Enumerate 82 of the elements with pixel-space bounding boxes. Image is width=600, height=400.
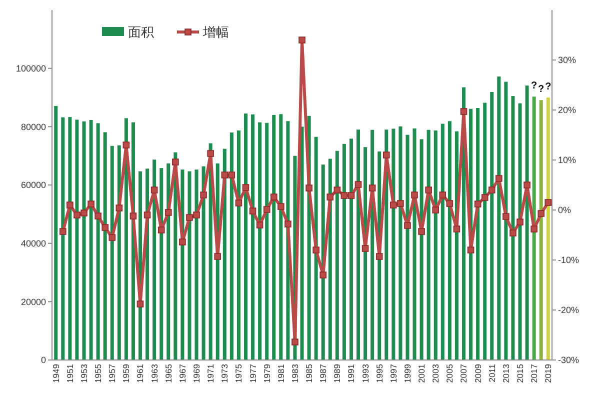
- bar: [412, 128, 416, 360]
- x-tick-label: 1969: [191, 364, 202, 383]
- x-tick-label: 1991: [346, 364, 356, 383]
- bar: [497, 76, 501, 360]
- x-tick-label: 1993: [360, 364, 370, 383]
- bar: [406, 134, 410, 360]
- y2-tick-label: 20%: [558, 105, 576, 116]
- x-tick-label: 1999: [402, 364, 412, 383]
- bar: [426, 130, 430, 360]
- y2-tick-label: -10%: [558, 255, 580, 266]
- bar: [546, 98, 550, 360]
- x-tick-label: 1995: [374, 364, 384, 383]
- y2-tick-label: -20%: [558, 305, 580, 316]
- bar: [525, 86, 529, 360]
- legend-label: 增幅: [202, 24, 229, 40]
- x-tick-label: 1951: [64, 364, 75, 383]
- bar: [504, 82, 508, 360]
- x-tick-label: 2017: [529, 364, 540, 383]
- x-tick-label: 2003: [430, 364, 441, 383]
- x-tick-label: 1967: [177, 364, 188, 383]
- x-tick-label: 1959: [121, 364, 132, 383]
- annotation: ?: [531, 80, 538, 92]
- x-tick-label: 1949: [50, 364, 61, 383]
- y2-tick-label: 30%: [558, 55, 576, 66]
- y2-tick-label: 0%: [558, 205, 572, 216]
- bar: [532, 96, 536, 360]
- x-tick-label: 1957: [107, 364, 118, 383]
- x-tick-label: 1977: [248, 364, 258, 383]
- x-tick-label: 1997: [388, 364, 398, 383]
- bar: [96, 123, 100, 360]
- bar: [518, 103, 522, 360]
- x-tick-label: 2009: [472, 364, 483, 383]
- x-tick-label: 2011: [486, 364, 497, 382]
- x-tick-label: 2005: [444, 364, 455, 383]
- y-tick-label: 60000: [20, 180, 46, 190]
- x-tick-label: 1963: [149, 364, 160, 383]
- bar: [68, 117, 72, 360]
- bar: [103, 132, 107, 360]
- y2-tick-label: -30%: [558, 355, 580, 366]
- y-tick-label: 40000: [20, 238, 46, 248]
- x-tick-label: 1987: [318, 364, 328, 383]
- bar: [420, 139, 424, 360]
- bar: [279, 114, 283, 360]
- x-tick-label: 1981: [276, 364, 286, 383]
- x-tick-label: 1975: [234, 364, 244, 383]
- x-tick-label: 2013: [500, 364, 511, 383]
- x-tick-label: 1983: [290, 364, 300, 383]
- x-tick-label: 2015: [514, 364, 525, 383]
- x-tick-label: 2001: [416, 364, 427, 383]
- x-tick-label: 2007: [458, 364, 469, 383]
- y-tick-label: 0: [40, 355, 46, 366]
- x-tick-label: 1955: [93, 364, 104, 383]
- y2-tick-label: 10%: [558, 155, 576, 166]
- y-tick-label: 20000: [20, 296, 46, 307]
- x-tick-label: 1979: [262, 364, 272, 383]
- bar: [392, 128, 396, 360]
- bar: [300, 126, 304, 360]
- bar: [194, 170, 198, 360]
- bar: [75, 120, 79, 360]
- annotation: ?: [545, 82, 552, 92]
- bar: [54, 106, 58, 360]
- legend-label: 面积: [128, 24, 154, 40]
- bar: [539, 100, 543, 360]
- y-tick-label: 100000: [16, 63, 46, 74]
- bar: [89, 120, 93, 360]
- x-tick-label: 1985: [304, 364, 314, 383]
- bar: [82, 121, 86, 360]
- x-tick-label: 1961: [135, 364, 146, 383]
- y-tick-label: 80000: [20, 122, 46, 132]
- x-tick-label: 1953: [78, 364, 89, 383]
- bar: [314, 136, 318, 360]
- annotation: ?: [538, 84, 544, 96]
- x-tick-label: 1965: [163, 364, 174, 383]
- x-tick-label: 2019: [543, 364, 554, 383]
- bar: [398, 126, 402, 360]
- x-tick-label: 1973: [220, 364, 230, 383]
- x-tick-label: 1971: [206, 364, 216, 383]
- x-tick-label: 1989: [332, 364, 342, 383]
- bar: [202, 166, 206, 360]
- bar: [61, 117, 65, 360]
- bar: [188, 171, 192, 360]
- bar: [511, 96, 515, 360]
